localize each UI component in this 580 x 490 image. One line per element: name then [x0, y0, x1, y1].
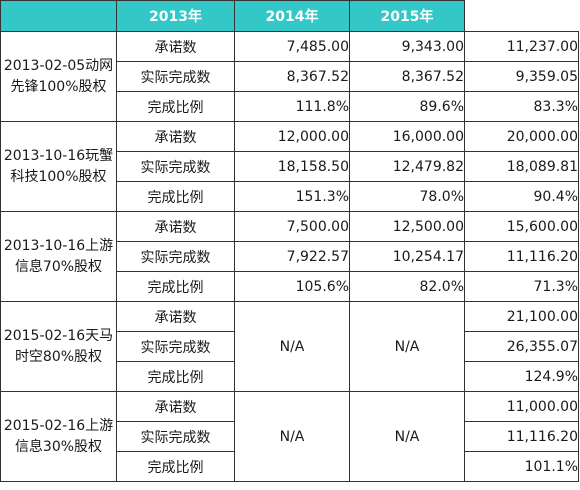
header-row: 2013年 2014年 2015年: [0, 0, 579, 32]
na-2014: N/A: [349, 301, 465, 392]
value-2015: 11,000.00: [464, 391, 579, 422]
metric-label: 实际完成数: [116, 151, 235, 182]
value-2014: 10,254.17: [349, 241, 465, 272]
value-2013: 105.6%: [234, 271, 350, 302]
table-row: 实际完成数 8,367.52 8,367.52 9,359.05: [1, 61, 579, 92]
table-row: 实际完成数 18,158.50 12,479.82 18,089.81: [1, 151, 579, 182]
deal-name-line2: 时空80%股权: [14, 348, 103, 365]
value-2014: 82.0%: [349, 271, 465, 302]
deal-name-line2: 先锋100%股权: [10, 78, 107, 95]
value-2014: 12,479.82: [349, 151, 465, 182]
value-2015: 83.3%: [464, 91, 579, 122]
metric-label: 实际完成数: [116, 241, 235, 272]
value-2013: 7,922.57: [234, 241, 350, 272]
value-2015: 20,000.00: [464, 121, 579, 152]
na-2013: N/A: [234, 301, 350, 392]
deal-name-line2: 信息70%股权: [14, 258, 103, 275]
deal-name-cell: 2013-02-05动网 先锋100%股权: [0, 31, 117, 122]
deal-name-line2: 信息30%股权: [14, 438, 103, 455]
metric-label: 承诺数: [116, 211, 235, 242]
deal-name-line2: 科技100%股权: [10, 168, 107, 185]
metric-label: 完成比例: [116, 361, 235, 392]
table-row: 2013-10-16玩蟹 科技100%股权 承诺数 12,000.00 16,00…: [0, 121, 579, 212]
metric-label: 实际完成数: [116, 331, 235, 362]
value-2013: 7,500.00: [234, 211, 350, 242]
value-2014: 89.6%: [349, 91, 465, 122]
header-year-2013: 2013年: [116, 0, 235, 32]
value-2014: 8,367.52: [349, 61, 465, 92]
deal-name-line1: 2013-10-16上游: [3, 237, 114, 254]
table-row: 完成比例 151.3% 78.0% 90.4%: [1, 181, 579, 212]
metric-label: 完成比例: [116, 271, 235, 302]
value-2013: 111.8%: [234, 91, 350, 122]
deal-name-cell: 2013-10-16玩蟹 科技100%股权: [0, 121, 117, 212]
value-2015: 11,116.20: [464, 421, 579, 452]
metric-label: 完成比例: [116, 451, 235, 482]
table-row: 2015-02-16上游 信息30%股权 承诺数 N/A N/A 11,000.0…: [0, 391, 579, 482]
table-row: 实际完成数 11,116.20: [1, 421, 579, 452]
metric-label: 实际完成数: [116, 61, 235, 92]
deal-name-line1: 2013-02-05动网: [3, 57, 114, 74]
table-row: 2015-02-16天马 时空80%股权 承诺数 N/A N/A 21,100.0…: [0, 301, 579, 392]
value-2015: 124.9%: [464, 361, 579, 392]
value-2015: 9,359.05: [464, 61, 579, 92]
value-2013: 18,158.50: [234, 151, 350, 182]
header-year-2014: 2014年: [234, 0, 350, 32]
value-2015: 90.4%: [464, 181, 579, 212]
value-2014: 12,500.00: [349, 211, 465, 242]
header-year-2015: 2015年: [349, 0, 465, 32]
value-2014: 78.0%: [349, 181, 465, 212]
deal-name-cell: 2015-02-16上游 信息30%股权: [0, 391, 117, 482]
table-row: 2013-10-16上游 信息70%股权 承诺数 7,500.00 12,500.…: [0, 211, 579, 302]
metric-label: 实际完成数: [116, 421, 235, 452]
value-2015: 21,100.00: [464, 301, 579, 332]
metric-label: 承诺数: [116, 301, 235, 332]
metric-label: 承诺数: [116, 31, 235, 62]
header-corner-cell: [0, 0, 117, 32]
table-row: 完成比例 111.8% 89.6% 83.3%: [1, 91, 579, 122]
table-row: 实际完成数 26,355.07: [1, 331, 579, 362]
value-2015: 71.3%: [464, 271, 579, 302]
na-2014: N/A: [349, 391, 465, 482]
metric-label: 承诺数: [116, 391, 235, 422]
metric-label: 完成比例: [116, 91, 235, 122]
table-row: 完成比例 124.9%: [1, 361, 579, 392]
value-2015: 101.1%: [464, 451, 579, 482]
table-row: 2013-02-05动网 先锋100%股权 承诺数 7,485.00 9,343.…: [0, 31, 579, 122]
value-2013: 151.3%: [234, 181, 350, 212]
value-2014: 9,343.00: [349, 31, 465, 62]
table-row: 实际完成数 7,922.57 10,254.17 11,116.20: [1, 241, 579, 272]
deal-name-cell: 2013-10-16上游 信息70%股权: [0, 211, 117, 302]
value-2013: 8,367.52: [234, 61, 350, 92]
deal-name-cell: 2015-02-16天马 时空80%股权: [0, 301, 117, 392]
value-2014: 16,000.00: [349, 121, 465, 152]
deal-name-line1: 2015-02-16上游: [3, 417, 114, 434]
value-2015: 11,237.00: [464, 31, 579, 62]
value-2013: 12,000.00: [234, 121, 350, 152]
metric-label: 完成比例: [116, 181, 235, 212]
table-row: 完成比例 101.1%: [1, 451, 579, 482]
value-2015: 26,355.07: [464, 331, 579, 362]
value-2013: 7,485.00: [234, 31, 350, 62]
deal-name-line1: 2013-10-16玩蟹: [3, 147, 114, 164]
table-row: 完成比例 105.6% 82.0% 71.3%: [1, 271, 579, 302]
deal-name-line1: 2015-02-16天马: [3, 327, 114, 344]
value-2015: 18,089.81: [464, 151, 579, 182]
metric-label: 承诺数: [116, 121, 235, 152]
value-2015: 11,116.20: [464, 241, 579, 272]
value-2015: 15,600.00: [464, 211, 579, 242]
na-2013: N/A: [234, 391, 350, 482]
